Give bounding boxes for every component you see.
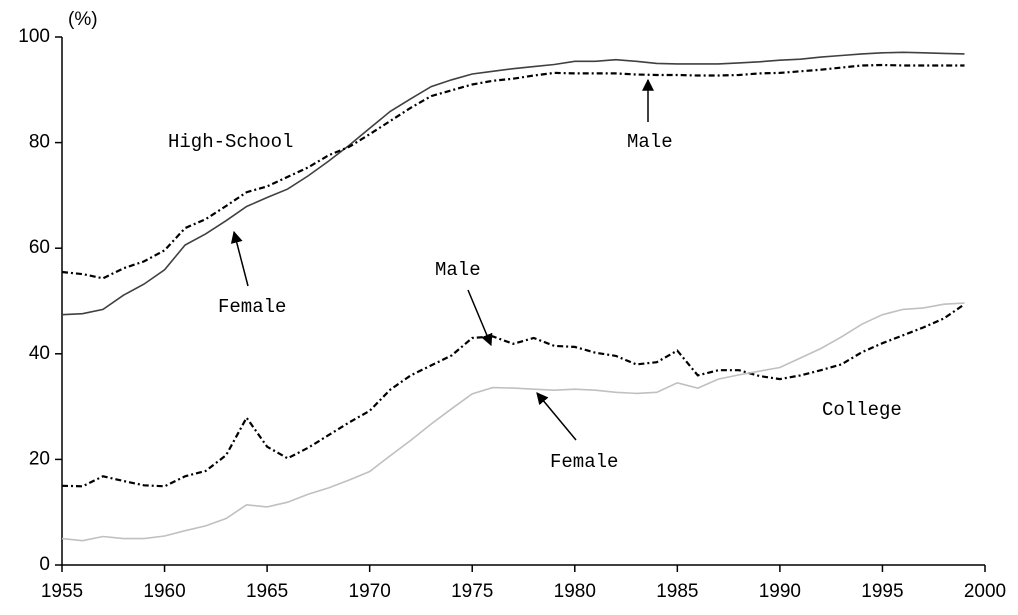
arrow	[230, 230, 249, 287]
x-tick-label: 1985	[656, 581, 698, 602]
x-tick-label: 1970	[349, 581, 391, 602]
y-tick-label: 0	[39, 554, 50, 575]
series-line	[61, 303, 966, 488]
x-tick-label: 1995	[861, 581, 903, 602]
annotation: High-School	[168, 131, 293, 153]
series-label: Female	[218, 296, 286, 318]
x-tick-label: 1990	[759, 581, 801, 602]
y-tick-label: 80	[29, 132, 50, 153]
series-label: Male	[627, 131, 673, 153]
x-tick-label: 1965	[246, 581, 288, 602]
x-tick-label: 1975	[451, 581, 493, 602]
x-tick-label: 1955	[41, 581, 83, 602]
y-unit: (%)	[68, 9, 98, 30]
arrow	[536, 392, 577, 441]
series-label: Male	[435, 259, 481, 281]
y-tick-label: 100	[18, 26, 50, 47]
series-line	[61, 302, 965, 542]
y-tick-label: 40	[29, 343, 50, 364]
series-label: Female	[550, 451, 618, 473]
series-line	[61, 51, 965, 316]
x-tick-label: 1980	[554, 581, 596, 602]
series-line	[61, 63, 965, 280]
x-tick-label: 1960	[143, 581, 185, 602]
y-tick-label: 60	[29, 237, 50, 258]
x-tick-label: 2000	[964, 581, 1006, 602]
annotation: College	[822, 399, 902, 421]
y-tick-label: 20	[29, 448, 50, 469]
